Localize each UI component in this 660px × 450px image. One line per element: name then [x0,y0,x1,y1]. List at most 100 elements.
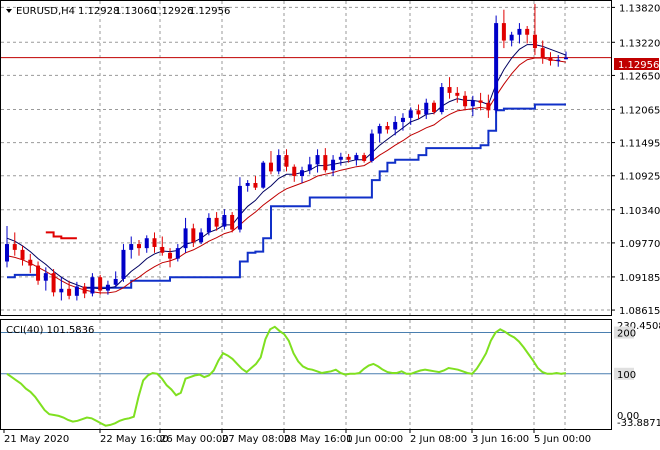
candle-body [323,155,328,171]
candle-body [470,100,475,107]
candle-body [12,244,17,250]
candle-body [501,23,506,41]
candle-body [315,155,320,165]
cci-level-badge [614,367,634,380]
price-tick-label: 1.10340 [619,206,660,217]
chart-header-high: 1.13060 [115,6,156,17]
candle-body [362,155,367,161]
candle-body [199,232,204,243]
cci-tick-label: -33.8871 [617,418,660,429]
candle-body [424,102,429,115]
candle-body [144,238,149,249]
time-tick-label: 27 May 08:00 [222,434,291,445]
cci-tick-label: 200 [617,329,636,340]
candle-body [113,278,118,285]
chart-header-open: 1.12928 [78,6,119,17]
candle-body [377,126,382,134]
price-tick-label: 1.12065 [619,105,660,116]
candle-body [175,248,180,259]
cci-tick-label: 100 [617,370,636,381]
candle-body [494,23,499,111]
price-tick-label: 1.09770 [619,239,660,250]
candle-body [129,244,134,250]
candle-body [408,110,413,118]
candle-body [253,183,258,188]
time-tick-label: 28 May 16:00 [284,434,353,445]
candle-body [230,214,235,230]
candle-body [105,284,110,291]
candle-body [300,170,305,177]
price-tick-label: 1.13220 [619,38,660,49]
candle-body [478,100,483,103]
candle-body [206,217,211,233]
candle-body [5,244,9,262]
candle-body [525,28,530,35]
candle-body [338,156,343,160]
candle-body [486,102,491,111]
candle-body [354,155,359,160]
candle-body [67,288,72,296]
price-tick-label: 1.13820 [619,3,660,14]
candle-body [564,57,568,60]
candle-body [237,185,242,230]
price-tick-label: 1.12650 [619,71,660,82]
candle-body [74,286,79,296]
cci-panel-frame [0,319,612,430]
candle-body [432,102,437,113]
candle-body [393,121,398,130]
cci-tick-label: 0.00 [617,411,639,422]
candle-body [245,183,250,186]
candle-body [385,126,390,130]
candle-body [36,265,41,281]
price-tick-label: 1.08615 [619,306,660,317]
candle-body [98,277,103,291]
time-tick-label: 26 May 00:00 [160,434,229,445]
candle-body [307,164,312,171]
candle-body [509,34,514,41]
candle-body [331,159,336,171]
current-price-box [614,58,659,70]
chart-header-close: 1.12956 [189,6,230,17]
candle-body [183,228,188,249]
candle-body [82,286,87,294]
candle-body [121,249,126,279]
candle-body [284,155,289,167]
time-tick-label: 2 Jun 08:00 [410,434,467,445]
support-line [84,103,566,289]
candle-body [51,273,56,293]
candle-body [222,214,227,227]
candle-body [160,246,165,253]
candle-body [59,288,64,293]
candle-body [540,48,545,58]
time-tick-label: 3 Jun 16:00 [472,434,529,445]
candle-body [416,110,421,115]
candle-body [556,59,561,61]
time-tick-label: 5 Jun 00:00 [534,434,591,445]
candle-body [369,133,374,161]
candle-body [463,95,468,107]
candle-body [261,162,266,188]
candle-body [214,217,219,227]
price-tick-label: 1.10925 [619,172,660,183]
candle-body [292,166,297,177]
cci-level-badge [614,326,634,339]
chart-header-symbol: EURUSD,H4 [16,6,75,17]
dropdown-triangle-icon[interactable] [6,9,12,13]
candle-body [28,259,33,266]
candle-body [168,252,173,259]
candle-body [191,228,196,243]
time-tick-label: 1 Jun 00:00 [346,434,403,445]
candle-body [455,92,460,96]
candle-body [268,162,273,172]
candle-body [447,87,452,93]
candle-body [152,238,157,247]
time-tick-label: 21 May 2020 [4,434,69,445]
price-axis: 1.13820 1.13220 1.12650 1.12065 1.11495 1.109… [611,3,660,317]
candle-body [517,28,522,35]
chart-header-low: 1.12926 [152,6,193,17]
candle-body [136,244,141,249]
current-price-label: 1.12956 [618,60,659,71]
